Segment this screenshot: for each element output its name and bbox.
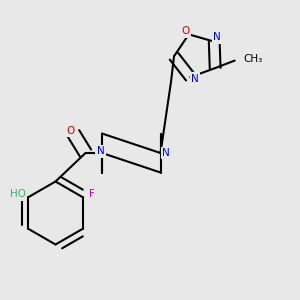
Text: CH₃: CH₃ — [244, 54, 263, 64]
Text: O: O — [66, 125, 75, 136]
Text: HO: HO — [10, 189, 26, 199]
Text: O: O — [182, 26, 190, 36]
Text: N: N — [162, 148, 170, 158]
Text: N: N — [213, 32, 221, 42]
Text: N: N — [97, 146, 104, 157]
Text: N: N — [191, 74, 199, 84]
Text: F: F — [89, 189, 95, 199]
